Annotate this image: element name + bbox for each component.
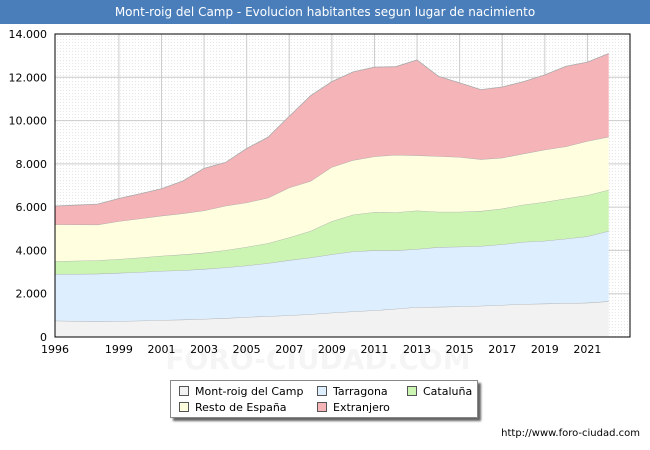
y-tick-label: 12.000 xyxy=(9,71,48,84)
axes: 0 2.000 4.000 6.000 8.000 10.000 12.000 14.000 1… xyxy=(9,28,631,356)
area-series-0 xyxy=(55,301,609,337)
legend-label: Mont-roig del Camp xyxy=(195,385,304,398)
legend-swatch-cataluna xyxy=(407,386,417,396)
x-tick-label: 2009 xyxy=(318,343,346,356)
legend-item-resto-espana: Resto de España xyxy=(179,401,287,415)
x-tick-label: 2021 xyxy=(573,343,601,356)
legend-swatch-mont-roig xyxy=(179,386,189,396)
y-tick-label: 10.000 xyxy=(9,115,48,128)
legend-item-cataluna: Cataluña xyxy=(407,385,472,399)
legend-swatch-extranjero xyxy=(317,402,327,412)
area-series-1 xyxy=(55,230,609,322)
y-tick-label: 14.000 xyxy=(9,28,48,41)
x-tick-label: 2011 xyxy=(360,343,388,356)
x-tick-label: 2005 xyxy=(233,343,261,356)
area-series-2 xyxy=(55,189,609,275)
legend-label: Resto de España xyxy=(195,401,287,414)
x-tick-label: 2015 xyxy=(446,343,474,356)
source-link[interactable]: http://www.foro-ciudad.com xyxy=(501,428,640,439)
legend-item-mont-roig: Mont-roig del Camp xyxy=(179,385,303,399)
y-tick-label: 8.000 xyxy=(16,158,48,171)
y-tick-label: 2.000 xyxy=(16,288,48,301)
y-tick-label: 6.000 xyxy=(16,201,48,214)
area-series-4 xyxy=(55,53,609,225)
legend-label: Tarragona xyxy=(333,385,388,398)
legend-swatch-tarragona xyxy=(317,386,327,396)
x-tick-label: 2017 xyxy=(488,343,516,356)
x-tick-label: 2013 xyxy=(403,343,431,356)
y-tick-label: 0 xyxy=(40,331,47,344)
chart-title: Mont-roig del Camp - Evolucion habitante… xyxy=(0,0,650,24)
x-tick-label: 2001 xyxy=(147,343,175,356)
plot-frame xyxy=(54,33,631,338)
watermark-text: FORO-CIUDAD.COM xyxy=(165,343,470,376)
legend-label: Cataluña xyxy=(423,385,473,398)
legend-label: Extranjero xyxy=(333,401,390,414)
series-top-line-4 xyxy=(54,53,609,207)
stacked-area-chart: FORO-CIUDAD.COM 0 2.000 4.000 6.000 8.000 10.… xyxy=(9,28,631,376)
x-tick-label: 1999 xyxy=(105,343,133,356)
legend: Mont-roig del Camp Tarragona Cataluña Re… xyxy=(170,380,478,418)
x-tick-label: 2007 xyxy=(275,343,303,356)
x-tick-label: 1996 xyxy=(41,343,69,356)
area-layers xyxy=(54,53,609,337)
legend-item-extranjero: Extranjero xyxy=(317,401,390,415)
legend-item-tarragona: Tarragona xyxy=(317,385,388,399)
legend-swatch-resto-espana xyxy=(179,402,189,412)
x-tick-label: 2003 xyxy=(190,343,218,356)
x-tick-label: 2019 xyxy=(531,343,559,356)
y-tick-label: 4.000 xyxy=(16,244,48,257)
area-series-3 xyxy=(55,136,609,262)
